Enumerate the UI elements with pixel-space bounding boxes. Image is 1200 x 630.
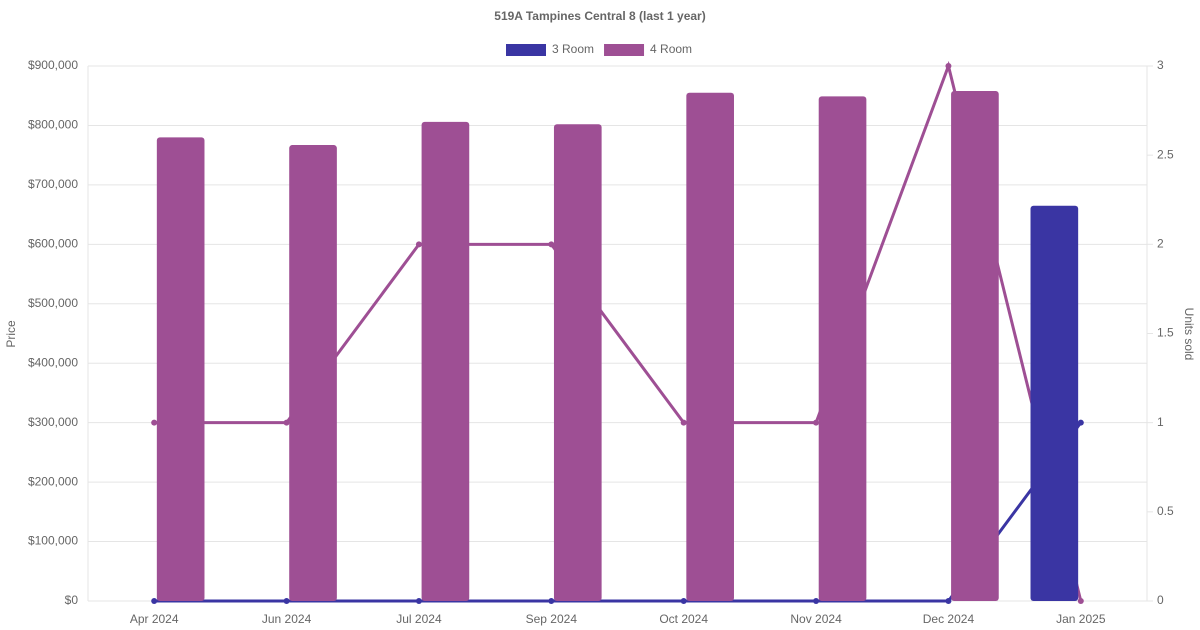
x-tick-label: Jan 2025 xyxy=(1056,612,1106,626)
bar xyxy=(289,145,337,602)
x-tick-label: Jul 2024 xyxy=(396,612,442,626)
y2-axis-title: Units sold xyxy=(1182,308,1196,361)
legend-label[interactable]: 3 Room xyxy=(552,42,594,56)
y2-tick-label: 1 xyxy=(1157,415,1164,429)
units-point xyxy=(945,598,952,604)
bar xyxy=(553,124,602,601)
x-tick-label: Oct 2024 xyxy=(659,612,708,626)
units-point xyxy=(283,598,290,604)
units-point xyxy=(1077,419,1084,426)
units-point xyxy=(151,598,158,604)
y2-tick-label: 0.5 xyxy=(1157,504,1174,518)
x-tick-label: Sep 2024 xyxy=(526,612,578,626)
y2-tick-label: 1.5 xyxy=(1157,326,1174,340)
y-tick-label: $100,000 xyxy=(28,534,78,548)
bar xyxy=(421,121,470,601)
y-axis-title: Price xyxy=(4,320,18,348)
y2-tick-label: 2.5 xyxy=(1157,147,1174,161)
units-point xyxy=(1077,598,1084,604)
x-tick-label: Dec 2024 xyxy=(923,612,975,626)
units-point xyxy=(415,598,422,604)
bar xyxy=(951,90,999,601)
y2-tick-label: 2 xyxy=(1157,237,1164,251)
y-tick-label: $400,000 xyxy=(28,355,78,369)
bar xyxy=(1030,205,1079,601)
units-point xyxy=(813,419,820,426)
legend-label[interactable]: 4 Room xyxy=(650,42,692,56)
y2-tick-label: 3 xyxy=(1157,58,1164,72)
units-point xyxy=(548,241,555,248)
y2-tick-label: 0 xyxy=(1157,593,1164,607)
units-point xyxy=(680,419,687,426)
y-tick-label: $700,000 xyxy=(28,177,78,191)
units-point xyxy=(813,598,820,604)
x-tick-label: Nov 2024 xyxy=(790,612,842,626)
bar xyxy=(686,92,734,601)
legend-swatch[interactable] xyxy=(506,44,546,56)
units-point xyxy=(415,241,422,248)
x-tick-label: Apr 2024 xyxy=(130,612,179,626)
y-tick-label: $200,000 xyxy=(28,474,78,488)
bar xyxy=(156,137,205,602)
y-tick-label: $300,000 xyxy=(28,415,78,429)
units-point xyxy=(151,419,158,426)
y-tick-label: $800,000 xyxy=(28,118,78,132)
y-tick-label: $900,000 xyxy=(28,58,78,72)
chart-title: 519A Tampines Central 8 (last 1 year) xyxy=(494,9,705,23)
bar xyxy=(818,96,867,602)
units-point xyxy=(680,598,687,604)
units-point xyxy=(548,598,555,604)
y-tick-label: $600,000 xyxy=(28,237,78,251)
y-tick-label: $500,000 xyxy=(28,296,78,310)
units-point xyxy=(283,419,290,426)
units-point xyxy=(945,63,952,69)
y-tick-label: $0 xyxy=(65,593,79,607)
legend-swatch[interactable] xyxy=(604,44,645,56)
x-tick-label: Jun 2024 xyxy=(262,612,312,626)
